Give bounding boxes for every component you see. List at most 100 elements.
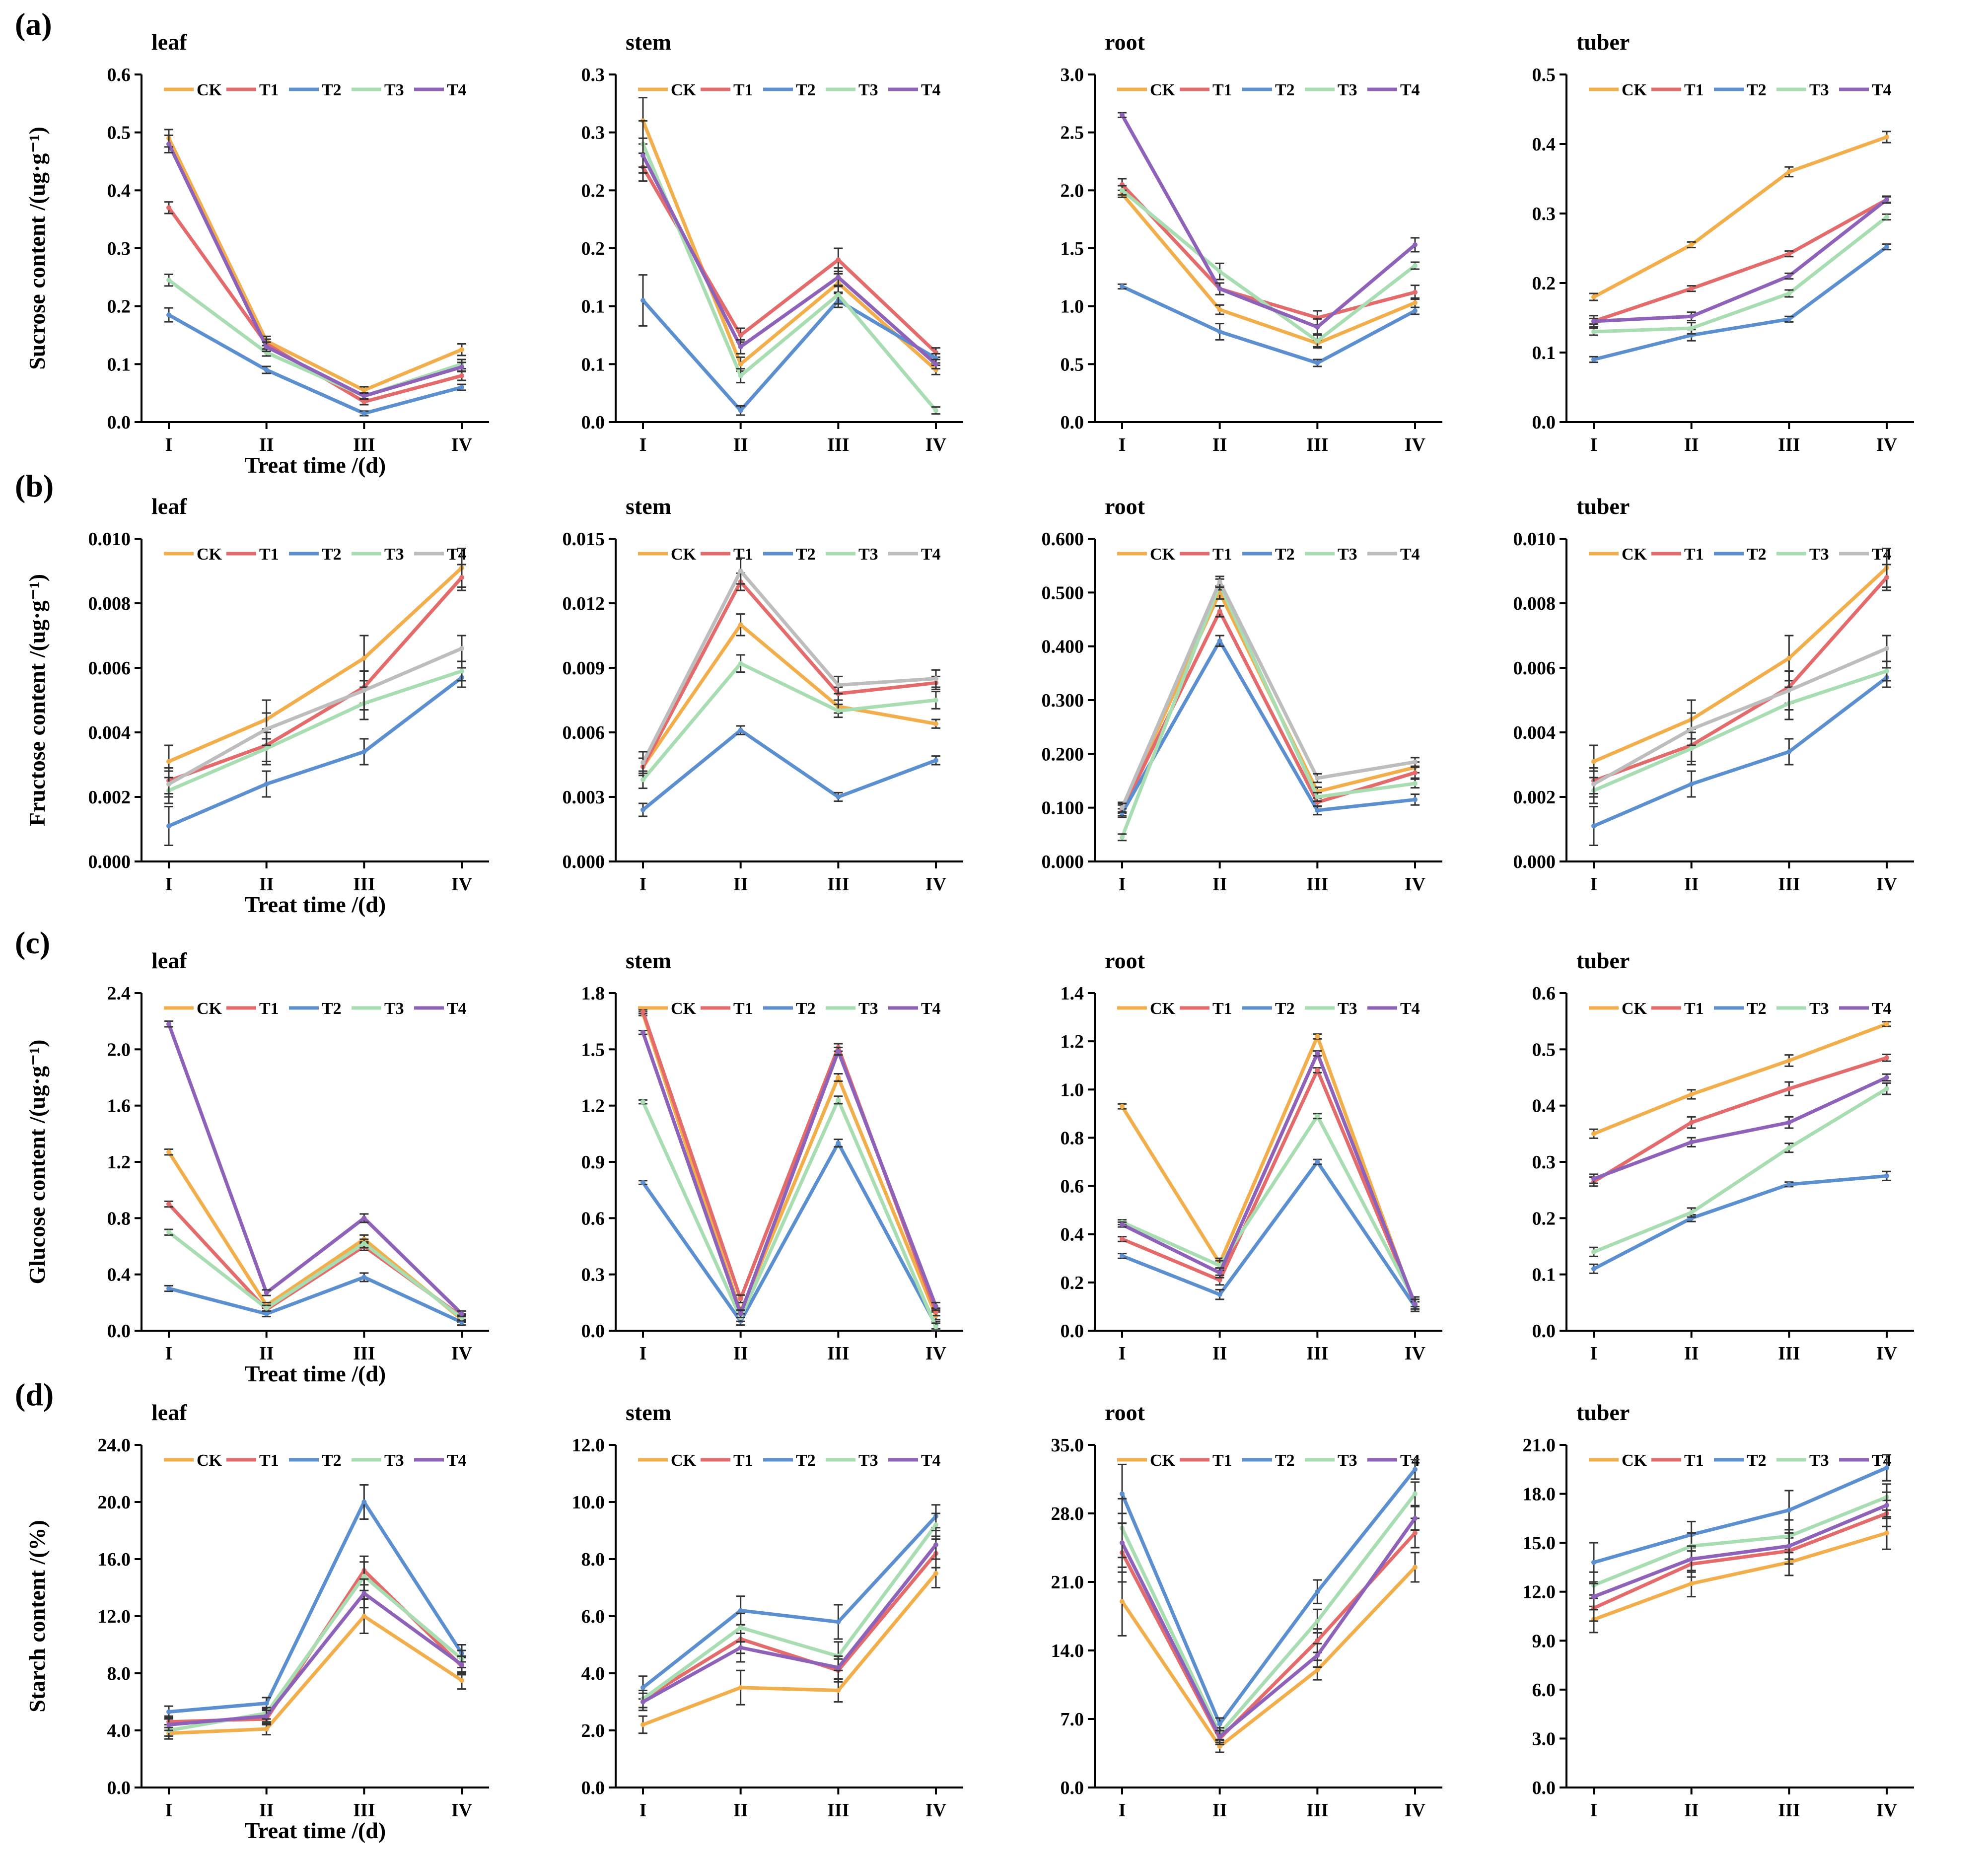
series-T4	[1589, 635, 1891, 798]
y-tick-label: 0.4	[107, 180, 131, 201]
y-tick-label: 0.0	[107, 412, 131, 433]
y-tick-label: 0.008	[88, 593, 131, 614]
data-point	[1413, 1515, 1418, 1521]
x-tick-label: IV	[925, 1343, 947, 1364]
y-tick-label: 0.5	[107, 123, 131, 143]
y-tick-label: 0.6	[1532, 983, 1556, 1004]
series-line	[1120, 1493, 1417, 1736]
data-point	[933, 1522, 938, 1527]
series-line	[641, 1098, 938, 1328]
data-point	[459, 1678, 464, 1683]
series-line	[168, 1591, 463, 1726]
legend-label: T4	[1872, 81, 1892, 99]
data-point	[836, 257, 841, 263]
data-point	[1689, 1120, 1694, 1125]
legend-label: T3	[384, 545, 404, 564]
data-point	[1120, 112, 1125, 118]
series-T2	[164, 1272, 466, 1326]
data-point	[1217, 609, 1222, 614]
data-point	[738, 333, 743, 338]
series-line	[641, 580, 936, 768]
data-point	[738, 1608, 743, 1613]
legend-label: T3	[1338, 1000, 1357, 1018]
data-point	[1786, 1058, 1792, 1063]
y-tick-label: 0.3	[107, 238, 131, 259]
legend-label: T1	[1212, 1000, 1232, 1018]
data-point	[1689, 1210, 1694, 1215]
series-line	[1593, 1511, 1888, 1610]
y-tick-label: 0.0	[1061, 1321, 1084, 1342]
series-CK	[164, 1598, 466, 1740]
data-point	[1591, 823, 1596, 829]
data-point	[459, 575, 464, 580]
y-tick-label: 12.0	[1523, 1582, 1556, 1603]
data-point	[1413, 770, 1418, 776]
y-tick-label: 0.2	[1532, 273, 1556, 294]
chart-title: tuber	[1576, 948, 1630, 973]
data-point	[166, 1229, 171, 1235]
data-point	[1884, 244, 1889, 250]
chart-title: stem	[626, 948, 671, 973]
data-point	[1591, 1249, 1596, 1255]
series-line	[1593, 676, 1888, 828]
series-line	[167, 137, 463, 392]
data-point	[738, 373, 743, 378]
series-CK	[639, 1558, 940, 1734]
legend-label: T2	[1275, 1000, 1295, 1018]
legend-label: T1	[1212, 545, 1232, 564]
data-point	[1315, 1618, 1320, 1624]
series-CK	[1118, 189, 1420, 348]
data-point	[640, 777, 645, 783]
series-line	[168, 1275, 463, 1324]
data-point	[640, 1685, 645, 1690]
y-tick-label: 0.4	[1061, 1224, 1084, 1245]
data-point	[1786, 749, 1792, 754]
data-point	[640, 1009, 645, 1014]
series-line	[642, 1544, 937, 1704]
y-tick-label: 8.0	[107, 1663, 131, 1684]
data-point	[1884, 1465, 1889, 1470]
y-tick-label: 2.0	[1061, 180, 1084, 201]
series-line	[641, 1032, 938, 1316]
x-tick-label: II	[1684, 1343, 1699, 1364]
data-point	[1786, 316, 1792, 322]
chart-title: stem	[626, 29, 671, 55]
y-tick-label: 0.1	[581, 354, 605, 375]
y-tick-label: 0.000	[1042, 852, 1084, 872]
legend-label: T4	[921, 81, 941, 99]
legend-label: T4	[921, 1451, 941, 1470]
data-point	[459, 1662, 464, 1667]
y-tick-label: 0.0	[1061, 412, 1084, 433]
data-point	[459, 668, 464, 674]
y-tick-label: 28.0	[1051, 1503, 1084, 1524]
x-tick-label: IV	[451, 434, 473, 455]
series-line	[1121, 1114, 1417, 1303]
series-line	[167, 143, 462, 398]
legend-label: CK	[197, 1451, 222, 1470]
data-point	[1217, 286, 1222, 291]
series-line	[1120, 1517, 1417, 1738]
chart-title: stem	[626, 1400, 671, 1425]
series-T3	[639, 654, 940, 789]
y-axis-title: Starch content /(%)	[24, 1520, 50, 1713]
y-tick-label: 1.2	[107, 1152, 131, 1173]
series-T4	[639, 137, 940, 370]
x-tick-label: II	[1684, 874, 1699, 895]
y-tick-label: 0.8	[107, 1208, 131, 1229]
x-tick-label: IV	[1876, 1343, 1898, 1364]
series-line	[641, 298, 937, 413]
y-tick-label: 1.0	[1061, 1079, 1084, 1100]
data-point	[1413, 1530, 1418, 1536]
legend-label: T1	[1684, 1000, 1704, 1018]
series-T2	[1118, 1158, 1420, 1312]
x-tick-label: III	[827, 1800, 849, 1821]
data-point	[166, 823, 171, 829]
y-tick-label: 1.2	[581, 1096, 605, 1117]
series-line	[641, 1013, 938, 1317]
x-tick-label: II	[733, 1343, 748, 1364]
